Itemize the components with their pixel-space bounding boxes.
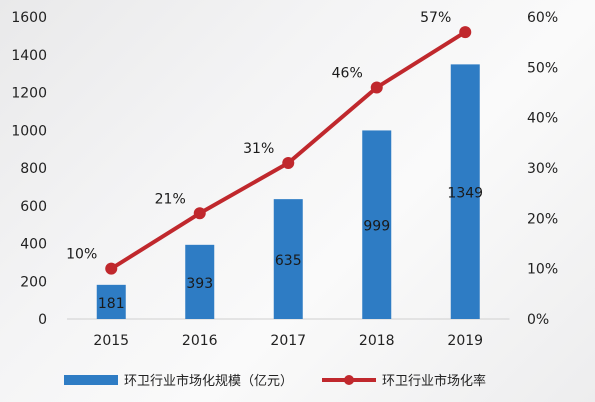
right-tick-label: 60% [527,10,558,26]
line-series: 10% 21% 31% 46% 57% [66,10,472,275]
left-tick-label: 1600 [11,10,47,26]
rate-data-label: 10% [66,247,97,263]
left-tick-label: 1400 [11,48,47,64]
bar [185,244,215,319]
x-tick-label: 2019 [447,333,483,349]
x-tick-label: 2018 [359,333,395,349]
left-axis-ticks: 0 200 400 600 800 1000 1200 1400 1600 [11,10,47,328]
right-tick-label: 30% [527,161,558,177]
legend-bar-label: 环卫行业市场化规模（亿元） [124,373,293,389]
rate-data-label: 46% [332,65,363,81]
left-tick-label: 1200 [11,86,47,102]
x-tick-label: 2017 [270,333,306,349]
left-tick-label: 0 [38,312,47,328]
left-tick-label: 600 [20,199,47,215]
right-tick-label: 20% [527,211,558,227]
right-tick-label: 10% [527,262,558,278]
rate-point [282,156,295,169]
bar-value-label: 999 [363,219,390,235]
bar [96,284,126,319]
bar [450,64,480,319]
bar-value-label: 635 [275,253,302,269]
x-tick-label: 2015 [93,333,129,349]
rate-data-label: 57% [420,10,451,26]
legend-line-label: 环卫行业市场化率 [382,373,486,389]
rate-point [193,207,206,220]
left-tick-label: 800 [20,161,47,177]
left-tick-label: 200 [20,274,47,290]
left-tick-label: 400 [20,237,47,253]
right-tick-label: 0% [527,312,549,328]
right-tick-label: 50% [527,60,558,76]
legend-bar-swatch [64,375,118,385]
legend: 环卫行业市场化规模（亿元） 环卫行业市场化率 [64,373,486,389]
rate-point [459,26,472,39]
rate-data-label: 21% [155,191,186,207]
right-tick-label: 40% [527,111,558,127]
legend-line-marker [344,375,354,385]
right-axis-ticks: 0% 10% 20% 30% 40% 50% 60% [527,10,558,328]
rate-point [370,81,383,94]
left-tick-label: 1000 [11,123,47,139]
bar [362,130,392,319]
bar-series: 181 393 635 999 1349 [96,64,483,319]
bar-value-label: 393 [186,276,213,292]
x-axis-ticks: 2015 2016 2017 2018 2019 [93,333,483,349]
rate-point [105,262,118,275]
x-tick-label: 2016 [182,333,218,349]
bar [273,199,303,319]
bar-value-label: 181 [98,296,125,312]
bar-value-label: 1349 [447,186,483,202]
rate-data-label: 31% [243,141,274,157]
